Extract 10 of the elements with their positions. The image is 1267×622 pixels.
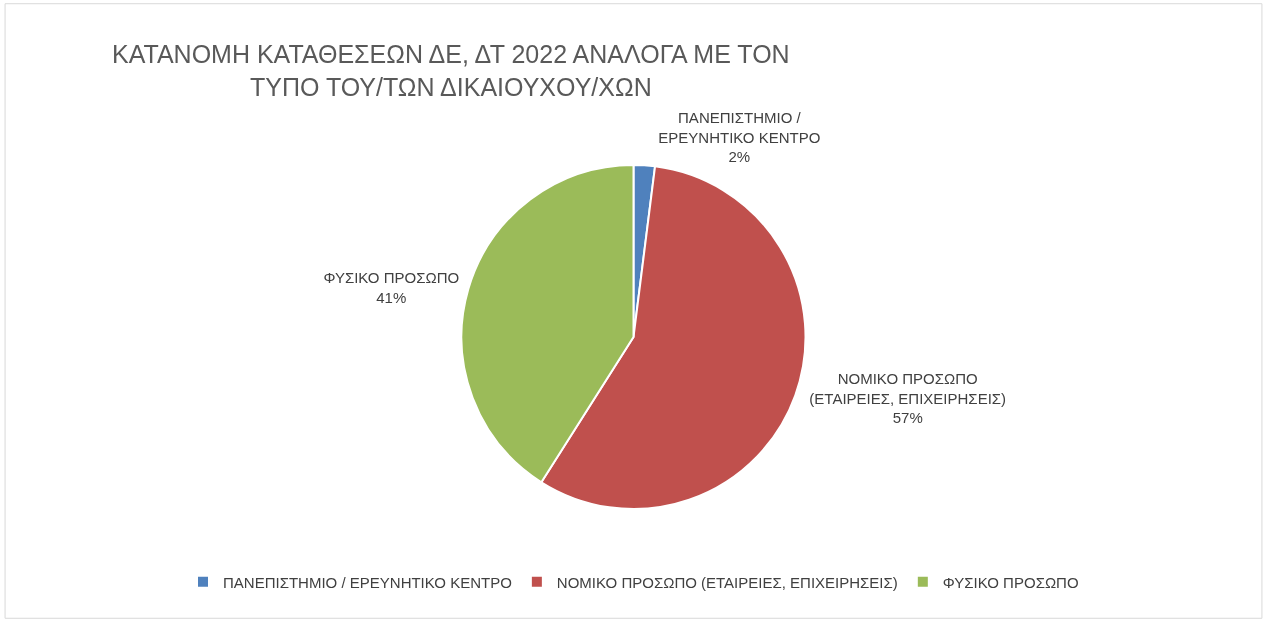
- chart-title: ΚΑΤΑΝΟΜΗ ΚΑΤΑΘΕΣΕΩΝ ΔΕ, ΔΤ 2022 ΑΝΑΛΟΓΑ ΜΕ ΤΟΝ ΤΥΠΟ ΤΟΥ/ΤΩΝ ΔΙΚΑΙΟΥΧΟΥ/ΧΩΝ: [112, 40, 790, 101]
- data-label: 41%: [376, 288, 407, 306]
- slice-label: ΝΟΜΙΚΟ ΠΡΟΣΩΠΟ (ΕΤΑΙΡΕΙΕΣ, ΕΠΙΧΕΙΡΗΣΕΙΣ): [809, 370, 1007, 407]
- data-label: 2%: [728, 148, 751, 166]
- legend-label: ΦΥΣΙΚΟ ΠΡΟΣΩΠΟ: [942, 573, 1079, 591]
- slice-label: ΦΥΣΙΚΟ ΠΡΟΣΩΠΟ: [323, 269, 460, 287]
- legend-label: ΝΟΜΙΚΟ ΠΡΟΣΩΠΟ (ΕΤΑΙΡΕΙΕΣ, ΕΠΙΧΕΙΡΗΣΕΙΣ): [556, 573, 898, 591]
- legend-label: ΠΑΝΕΠΙΣΤΗΜΙΟ / ΕΡΕΥΝΗΤΙΚΟ ΚΕΝΤΡΟ: [223, 573, 512, 591]
- data-label: 57%: [892, 409, 923, 427]
- slice-label: ΠΑΝΕΠΙΣΤΗΜΙΟ / ΕΡΕΥΝΗΤΙΚΟ ΚΕΝΤΡΟ: [658, 109, 821, 146]
